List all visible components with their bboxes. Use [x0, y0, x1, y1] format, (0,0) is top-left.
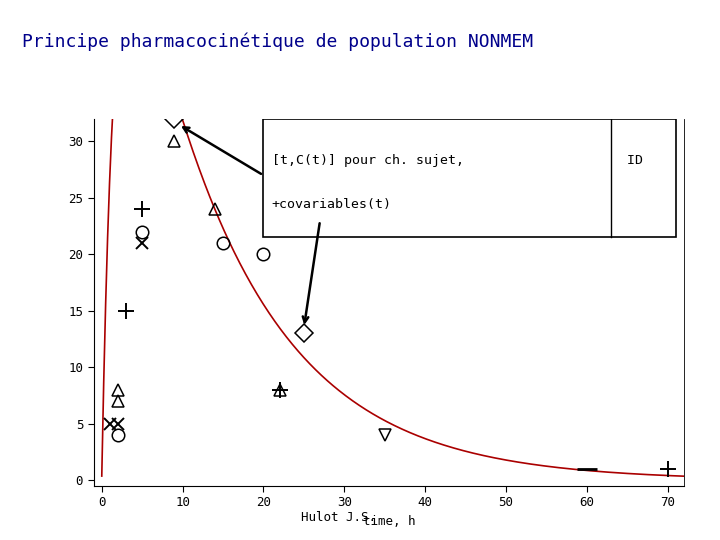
FancyBboxPatch shape	[264, 119, 676, 238]
Text: [t,C(t)] pour ch. sujet,: [t,C(t)] pour ch. sujet,	[271, 154, 464, 167]
Text: Principe pharmacocinétique de population NONMEM: Principe pharmacocinétique de population…	[22, 32, 533, 51]
Text: +covariables(t): +covariables(t)	[271, 198, 392, 211]
Text: Hulot J.S.: Hulot J.S.	[301, 511, 376, 524]
Text: ID: ID	[619, 154, 643, 167]
X-axis label: time, h: time, h	[363, 515, 415, 528]
